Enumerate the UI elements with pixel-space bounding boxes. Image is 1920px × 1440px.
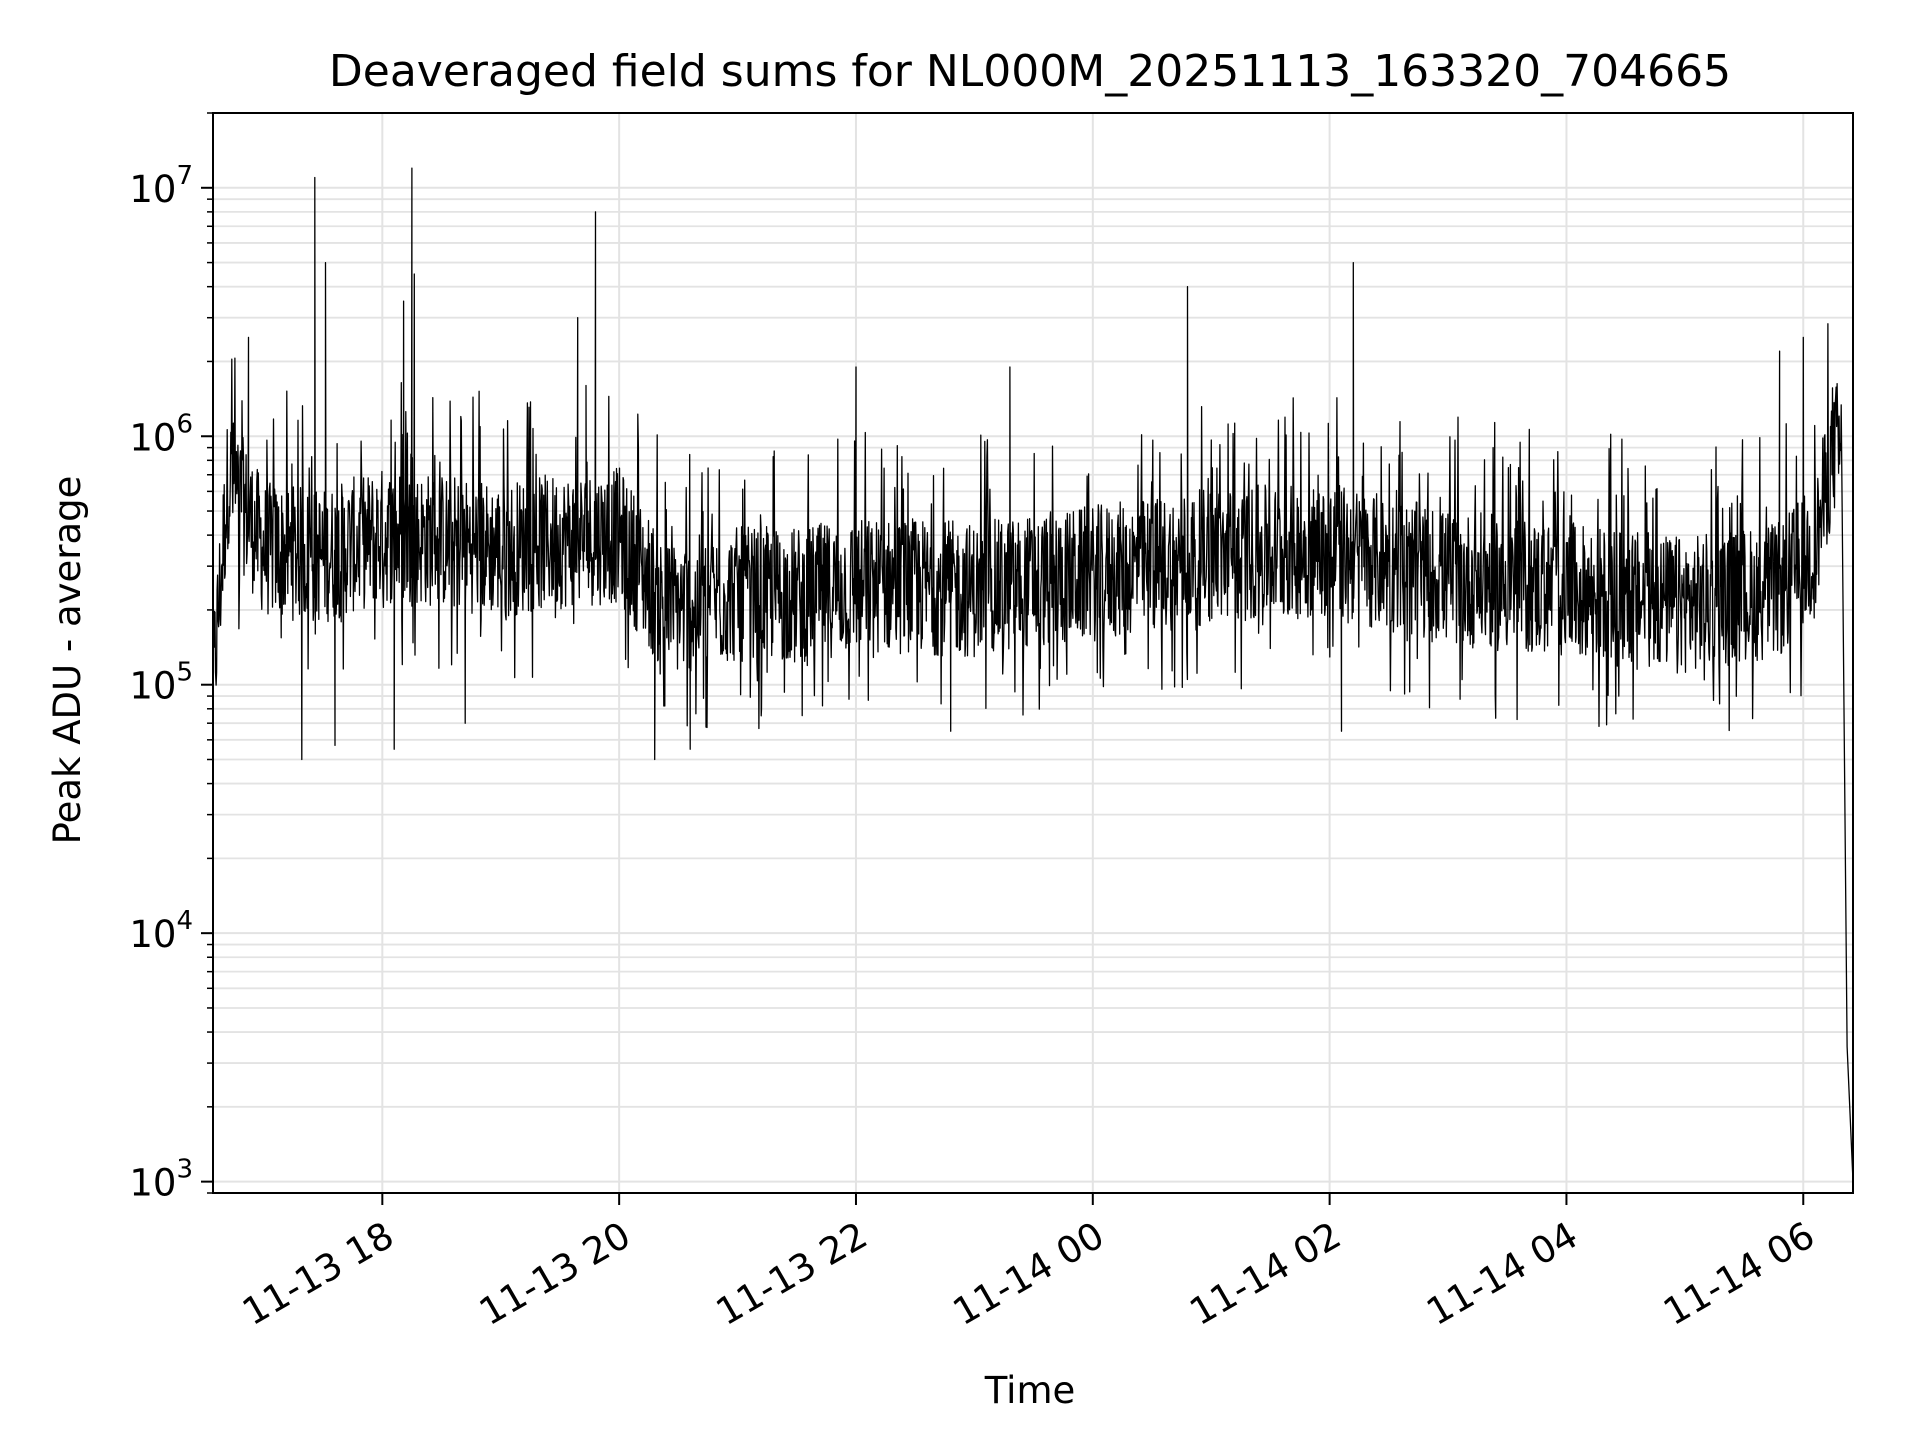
y-tick-base: 10 (129, 416, 176, 459)
y-tick-exponent: 3 (176, 1155, 193, 1185)
y-tick-label: 103 (129, 1155, 193, 1205)
y-tick-base: 10 (129, 913, 176, 956)
series-layer (212, 167, 1854, 1182)
chart-title: Deaveraged field sums for NL000M_2025111… (329, 46, 1731, 97)
y-tick-exponent: 7 (176, 161, 193, 191)
y-tick-exponent: 6 (176, 409, 193, 439)
y-tick-exponent: 5 (176, 658, 193, 688)
y-axis-label: Peak ADU - average (46, 476, 89, 845)
y-tick-label: 107 (129, 161, 193, 211)
series-line (212, 167, 1854, 1182)
y-tick-label: 105 (129, 658, 193, 708)
y-tick-label: 106 (129, 409, 193, 459)
y-tick-base: 10 (129, 665, 176, 708)
plot-frame (212, 112, 1854, 1194)
y-tick-label: 104 (129, 906, 193, 956)
y-tick-exponent: 4 (176, 906, 193, 936)
x-axis-label: Time (984, 1369, 1076, 1412)
y-tick-base: 10 (129, 1162, 176, 1205)
y-tick-base: 10 (129, 168, 176, 211)
